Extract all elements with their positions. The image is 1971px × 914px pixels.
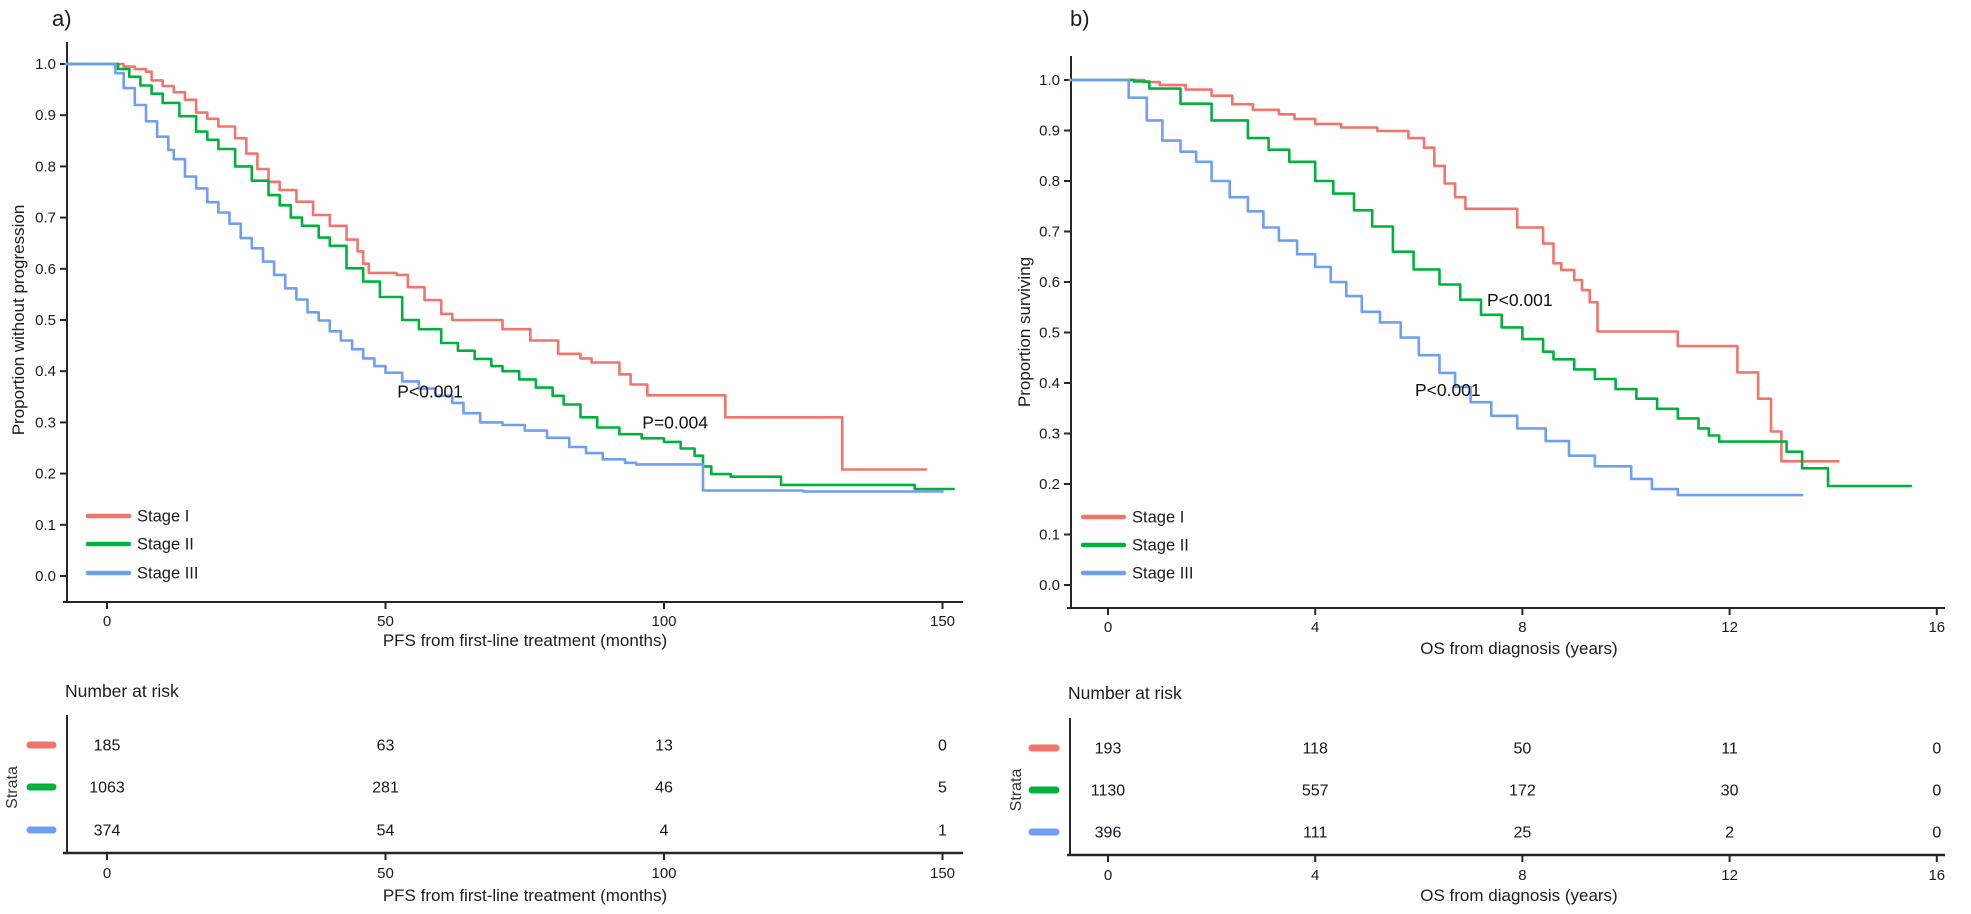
panel-b-y-tick-label: 0.5 (1039, 325, 1060, 342)
panel-b-risk-x-axis-title: OS from diagnosis (years) (1420, 886, 1617, 905)
panel-b-risk-count-stage-i: 11 (1721, 741, 1738, 758)
panel-a-y-tick-label: 0.8 (35, 158, 56, 175)
panel-b-risk-count-stage-ii: 0 (1932, 783, 1941, 800)
panel-a-x-tick-label: 100 (651, 613, 676, 630)
panel-a-y-tick-label: 0.2 (35, 466, 56, 483)
panel-a-legend-label-stage-iii: Stage III (137, 565, 198, 583)
panel-b-x-tick-label: 16 (1928, 619, 1945, 636)
panel-b-x-axis-title: OS from diagnosis (years) (1420, 639, 1617, 658)
panel-a-risk-count-stage-i: 0 (938, 738, 947, 755)
panel-b-x-tick-label: 0 (1104, 619, 1112, 636)
panel-b-label: b) (1070, 6, 1090, 31)
panel-a-km-curve-stage-i (64, 62, 928, 471)
panel-b-y-tick-label: 0.6 (1039, 274, 1060, 291)
panel-b-risk-count-stage-ii: 30 (1721, 783, 1739, 800)
panel-b-x-tick-label: 12 (1721, 619, 1738, 636)
panel-b-km-curve-stage-iii (1068, 78, 1804, 497)
panel-a-risk-x-tick-label: 100 (651, 865, 676, 882)
panel-a-risk-count-stage-i: 13 (655, 738, 673, 755)
panel-b-y-tick-label: 0.4 (1039, 375, 1060, 392)
panel-a-y-tick-label: 0.5 (35, 312, 56, 329)
panel-a-x-tick-label: 150 (930, 613, 955, 630)
panel-a-risk-count-stage-ii: 5 (938, 780, 947, 797)
panel-b-risk-count-stage-ii: 172 (1509, 783, 1536, 800)
panel-b-y-tick-label: 0.9 (1039, 123, 1060, 140)
panel-a-y-tick-label: 0.9 (35, 107, 56, 124)
panel-a-risk-count-stage-ii: 1063 (89, 780, 125, 797)
panel-a-y-tick-label: 0.7 (35, 210, 56, 227)
panel-a-risk-count-stage-i: 185 (94, 738, 121, 755)
panel-b-strata-axis-label: Strata (1008, 769, 1025, 812)
panel-a-pvalue-annotation-2: P=0.004 (642, 412, 708, 432)
panel-b-risk-count-stage-iii: 396 (1095, 825, 1122, 842)
panel-b-legend-label-stage-i: Stage I (1132, 509, 1184, 527)
panel-b-y-axis-title: Proportion surviving (1015, 257, 1034, 407)
panel-a-risk-count-stage-ii: 281 (372, 780, 399, 797)
panel-a-risk-count-stage-iii: 374 (94, 823, 121, 840)
panel-a-label: a) (52, 6, 72, 31)
panel-a-km-curve-stage-ii (64, 62, 955, 491)
panel-b-risk-x-tick-label: 0 (1104, 867, 1112, 884)
panel-b-pvalue-annotation-2: P<0.001 (1415, 380, 1481, 400)
panel-b-risk-count-stage-i: 118 (1302, 741, 1328, 758)
panel-a-km-curve-stage-iii (64, 62, 944, 493)
panel-b-y-tick-label: 0.7 (1039, 224, 1060, 241)
panel-a-y-tick-label: 0.6 (35, 261, 56, 278)
panel-b-km-curve-stage-i (1068, 78, 1840, 463)
panel-b-y-tick-label: 0.0 (1039, 577, 1060, 594)
panel-a-y-axis-title: Proportion without progression (9, 205, 28, 436)
panel-b-y-tick-label: 0.8 (1039, 173, 1060, 190)
panel-a-y-tick-label: 0.3 (35, 414, 56, 431)
panel-b-risk-count-stage-iii: 2 (1725, 825, 1734, 842)
panel-a-risk-x-tick-label: 0 (103, 865, 111, 882)
panel-a-pvalue-annotation-1: P<0.001 (397, 382, 463, 402)
panel-b-x-tick-label: 8 (1518, 619, 1526, 636)
panel-b-legend-label-stage-iii: Stage III (1132, 565, 1193, 583)
panel-b-pvalue-annotation-1: P<0.001 (1487, 290, 1553, 310)
panel-a-risk-count-stage-iii: 1 (938, 823, 947, 840)
panel-a-risk-table-title: Number at risk (65, 681, 179, 701)
panel-a-risk-x-axis-title: PFS from first-line treatment (months) (383, 886, 667, 905)
panel-a-risk-count-stage-i: 63 (377, 738, 395, 755)
panel-a-risk-x-tick-label: 150 (930, 865, 955, 882)
panel-b-risk-x-tick-label: 16 (1928, 867, 1945, 884)
panel-b-risk-x-tick-label: 12 (1721, 867, 1738, 884)
panel-b-y-tick-label: 0.1 (1039, 527, 1060, 544)
panel-b-risk-count-stage-iii: 0 (1932, 825, 1941, 842)
panel-b-risk-count-stage-ii: 557 (1302, 783, 1329, 800)
panel-b-risk-count-stage-i: 193 (1095, 741, 1122, 758)
panel-b-legend-label-stage-ii: Stage II (1132, 537, 1189, 555)
panel-a-risk-x-tick-label: 50 (377, 865, 394, 882)
panel-a-x-axis-title: PFS from first-line treatment (months) (383, 631, 667, 650)
panel-b-x-tick-label: 4 (1311, 619, 1319, 636)
panel-a-y-tick-label: 0.0 (35, 568, 56, 585)
panel-b-y-tick-label: 1.0 (1039, 72, 1060, 89)
panel-b-risk-count-stage-iii: 25 (1514, 825, 1532, 842)
panel-b-risk-count-stage-iii: 111 (1303, 825, 1327, 842)
panel-b-risk-table-title: Number at risk (1068, 683, 1182, 703)
panel-b-y-tick-label: 0.2 (1039, 476, 1060, 493)
panel-b-risk-count-stage-ii: 1130 (1091, 783, 1126, 800)
panel-a-y-tick-label: 1.0 (35, 56, 56, 73)
panel-a-legend-label-stage-ii: Stage II (137, 536, 194, 554)
panel-a-x-tick-label: 0 (103, 613, 111, 630)
panel-a-risk-count-stage-ii: 46 (655, 780, 673, 797)
panel-b-y-tick-label: 0.3 (1039, 426, 1060, 443)
panel-b-risk-x-tick-label: 8 (1518, 867, 1526, 884)
panel-b-risk-count-stage-i: 50 (1514, 741, 1532, 758)
panel-a-y-tick-label: 0.1 (35, 517, 56, 534)
panel-a-y-tick-label: 0.4 (35, 363, 56, 380)
panel-a-risk-count-stage-iii: 54 (377, 823, 395, 840)
panel-b-risk-count-stage-i: 0 (1932, 741, 1941, 758)
panel-a-x-tick-label: 50 (377, 613, 394, 630)
panel-a-legend-label-stage-i: Stage I (137, 508, 189, 526)
panel-a-strata-axis-label: Strata (4, 766, 21, 809)
panel-a-risk-count-stage-iii: 4 (660, 823, 669, 840)
panel-b-risk-x-tick-label: 4 (1311, 867, 1319, 884)
panel-b-km-curve-stage-ii (1068, 78, 1913, 488)
